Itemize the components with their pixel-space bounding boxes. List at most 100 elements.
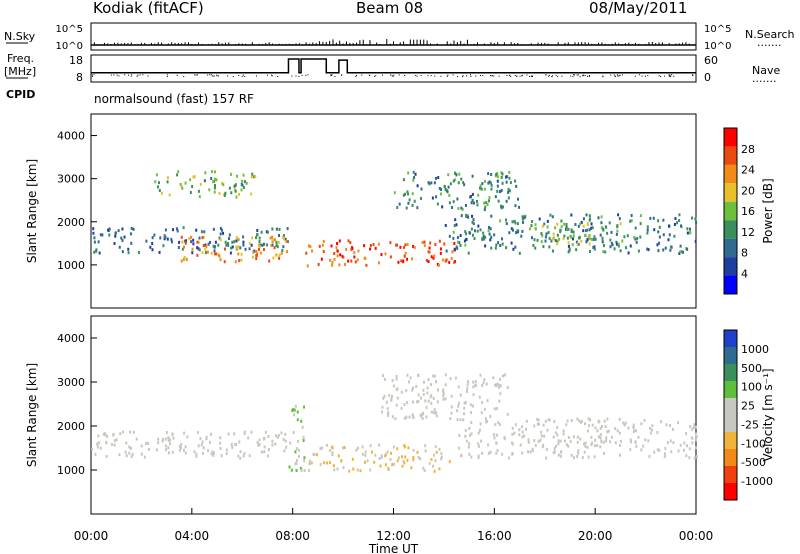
range-gate-cell — [198, 195, 201, 199]
range-gate-cell — [657, 219, 660, 223]
range-gate-cell — [261, 243, 264, 247]
nave-sample — [573, 74, 575, 76]
nave-sample — [255, 75, 257, 77]
range-gate-cell — [495, 451, 498, 455]
range-gate-cell — [380, 253, 383, 257]
nave-sample — [613, 74, 615, 76]
range-gate-cell — [237, 252, 240, 256]
range-gate-cell — [177, 170, 180, 174]
range-gate-cell — [420, 197, 423, 201]
range-gate-cell — [166, 237, 169, 241]
range-gate-cell — [430, 394, 433, 398]
range-gate-cell — [356, 258, 359, 262]
range-gate-cell — [591, 441, 594, 445]
range-gate-cell — [434, 243, 437, 247]
range-gate-cell — [588, 228, 591, 232]
nave-sample — [116, 74, 118, 76]
range-gate-cell — [432, 256, 435, 260]
range-gate-cell — [621, 239, 624, 243]
range-gate-cell — [196, 246, 199, 250]
range-gate-cell — [361, 445, 364, 449]
nave-sample — [392, 75, 394, 77]
range-gate-cell — [403, 192, 406, 196]
range-gate-cell — [505, 180, 508, 184]
range-gate-cell — [586, 238, 589, 242]
range-gate-cell — [237, 237, 240, 241]
range-gate-cell — [282, 245, 285, 249]
range-gate-cell — [352, 467, 355, 471]
colorbar-swatch — [724, 146, 737, 165]
range-gate-cell — [436, 202, 439, 206]
range-gate-cell — [529, 227, 532, 231]
xtick-label: 16:00 — [477, 529, 512, 543]
range-gate-cell — [200, 443, 203, 447]
range-gate-cell — [519, 443, 522, 447]
range-gate-cell — [634, 226, 637, 230]
range-gate-cell — [600, 215, 603, 219]
range-gate-cell — [531, 449, 534, 453]
range-gate-cell — [275, 253, 278, 257]
noise-frame — [90, 22, 697, 51]
range-gate-cell — [300, 468, 303, 472]
range-gate-cell — [404, 251, 407, 255]
range-gate-cell — [209, 440, 212, 444]
nave-sample — [430, 75, 432, 77]
range-gate-cell — [153, 233, 156, 237]
range-gate-cell — [285, 445, 288, 449]
range-gate-cell — [195, 452, 198, 456]
range-gate-cell — [385, 452, 388, 456]
range-gate-cell — [518, 251, 521, 255]
range-gate-cell — [463, 406, 466, 410]
range-gate-cell — [369, 243, 372, 247]
range-gate-cell — [673, 234, 676, 238]
range-gate-cell — [476, 229, 479, 233]
range-gate-cell — [93, 236, 96, 240]
nave-sample — [621, 74, 623, 76]
range-gate-cell — [243, 430, 246, 434]
range-gate-cell — [619, 249, 622, 253]
colorbar-swatch — [724, 238, 737, 258]
range-gate-cell — [313, 453, 316, 457]
range-gate-cell — [295, 447, 298, 451]
range-gate-cell — [569, 440, 572, 444]
range-gate-cell — [101, 233, 104, 237]
range-gate-cell — [627, 426, 630, 430]
range-gate-cell — [679, 443, 682, 447]
range-gate-cell — [130, 226, 133, 230]
range-gate-cell — [597, 419, 600, 423]
range-gate-cell — [567, 227, 570, 231]
colorbar-tick: 100 — [741, 381, 762, 394]
range-gate-cell — [432, 396, 435, 400]
range-gate-cell — [523, 216, 526, 220]
range-gate-cell — [615, 240, 618, 244]
range-gate-cell — [451, 250, 454, 254]
range-gate-cell — [445, 249, 448, 253]
range-gate-cell — [221, 181, 224, 185]
range-gate-cell — [534, 223, 537, 227]
range-gate-cell — [243, 180, 246, 184]
range-gate-cell — [536, 422, 539, 426]
range-gate-cell — [158, 250, 161, 254]
range-gate-cell — [370, 450, 373, 454]
range-gate-cell — [311, 249, 314, 253]
nave-sample — [390, 74, 392, 76]
range-gate-cell — [256, 252, 259, 256]
xtick-label: 08:00 — [275, 529, 310, 543]
range-gate-cell — [556, 242, 559, 246]
range-gate-cell — [514, 245, 517, 249]
range-gate-cell — [588, 242, 591, 246]
range-gate-cell — [209, 240, 212, 244]
range-gate-cell — [639, 222, 642, 226]
range-gate-cell — [448, 193, 451, 197]
range-gate-cell — [409, 376, 412, 380]
range-gate-cell — [472, 393, 475, 397]
range-gate-cell — [411, 192, 414, 196]
range-gate-cell — [459, 393, 462, 397]
range-gate-cell — [501, 205, 504, 209]
range-gate-cell — [477, 444, 480, 448]
range-gate-cell — [231, 240, 234, 244]
range-gate-cell — [471, 174, 474, 178]
range-gate-cell — [98, 251, 101, 255]
range-gate-cell — [189, 178, 192, 182]
range-gate-cell — [521, 229, 524, 233]
